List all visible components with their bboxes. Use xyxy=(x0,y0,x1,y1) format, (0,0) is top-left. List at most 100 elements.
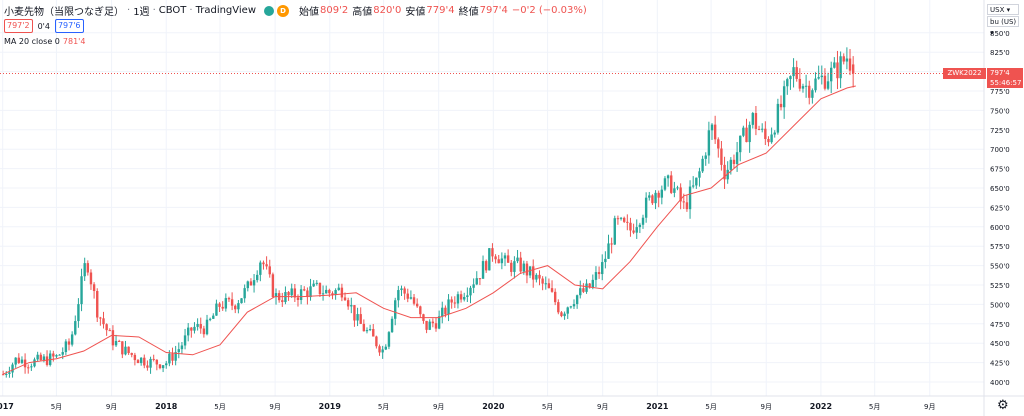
candle-body xyxy=(256,274,259,281)
close-label: 終値 xyxy=(458,7,479,18)
exchange-label: CBOT xyxy=(158,5,187,16)
candle-body xyxy=(713,124,717,140)
candle-body xyxy=(158,364,162,369)
candle-body xyxy=(626,221,629,223)
candle-body xyxy=(767,138,770,143)
gear-icon[interactable]: ⚙ xyxy=(997,398,1009,413)
candle-body xyxy=(378,346,381,353)
candle-body xyxy=(384,346,388,350)
candle-body xyxy=(591,279,595,288)
candle-body xyxy=(419,306,422,315)
candle-body xyxy=(368,329,372,331)
candle-body xyxy=(644,197,648,218)
candle-body xyxy=(525,263,529,276)
candle-body xyxy=(133,354,137,361)
indicator-legend[interactable]: MA 20 close 0 781'4 xyxy=(4,37,85,46)
candle-body xyxy=(466,295,469,297)
time-tick-label: 9月 xyxy=(597,403,608,411)
candle-body xyxy=(249,281,253,286)
candle-body xyxy=(553,291,557,303)
candle-body xyxy=(459,294,463,300)
candle-body xyxy=(585,283,588,292)
candle-body xyxy=(510,262,513,272)
time-tick-label: 2022 xyxy=(810,402,832,411)
candle-body xyxy=(582,288,585,292)
candle-body xyxy=(472,284,475,288)
bid-button[interactable]: 797'2 xyxy=(4,19,33,33)
candle-body xyxy=(456,294,460,304)
candle-body xyxy=(648,195,651,198)
candle-body xyxy=(190,327,193,331)
quote-row: 797'2 0'4 797'6 xyxy=(4,19,84,33)
candle-body xyxy=(801,86,805,89)
candle-body xyxy=(259,262,262,275)
candle-body xyxy=(409,297,413,299)
candle-body xyxy=(89,272,93,285)
source-label: TradingView xyxy=(195,5,257,16)
candle-body xyxy=(387,332,391,347)
candle-body xyxy=(171,353,174,361)
delayed-data-icon[interactable]: D xyxy=(277,4,290,17)
candle-body xyxy=(375,336,378,347)
price-tick-label: 750'0 xyxy=(990,107,1010,115)
candle-body xyxy=(406,293,409,299)
candle-body xyxy=(447,299,450,315)
time-tick-label: 9月 xyxy=(269,403,280,411)
candle-body xyxy=(117,340,121,342)
high-label: 高値 xyxy=(352,7,373,18)
candle-body xyxy=(152,358,155,360)
candle-body xyxy=(820,75,823,78)
price-tick-label: 775'0 xyxy=(990,88,1010,96)
candle-body xyxy=(745,127,748,143)
high-value: 820'0 xyxy=(373,5,402,16)
ask-button[interactable]: 797'6 xyxy=(54,19,84,33)
candle-body xyxy=(729,159,733,170)
candle-body xyxy=(121,341,124,355)
candle-body xyxy=(544,283,547,285)
candle-body xyxy=(666,175,670,179)
candle-body xyxy=(208,318,212,320)
candle-body xyxy=(613,218,616,245)
candle-body xyxy=(36,354,39,360)
candle-body xyxy=(619,217,623,219)
candle-body xyxy=(290,288,293,296)
candle-body xyxy=(651,195,654,204)
symbol-title[interactable]: 小麦先物（当限つなぎ足） xyxy=(4,7,124,18)
candle-body xyxy=(23,359,27,368)
currency-select[interactable]: USX ▾ xyxy=(987,4,1019,15)
candle-body xyxy=(306,290,309,298)
candle-body xyxy=(252,280,256,286)
candle-body xyxy=(798,78,802,89)
last-price-value: 797'4 xyxy=(990,69,1010,77)
candle-body xyxy=(770,134,773,143)
candle-body xyxy=(139,357,143,364)
candle-body xyxy=(108,330,111,332)
time-tick-label: 9月 xyxy=(760,403,771,411)
candle-body xyxy=(441,307,444,317)
candle-body xyxy=(143,357,146,366)
candle-body xyxy=(726,169,729,180)
candle-body xyxy=(450,299,453,303)
candle-body xyxy=(563,313,566,317)
candle-body xyxy=(597,272,601,275)
candle-body xyxy=(516,257,519,262)
candle-body xyxy=(463,296,466,300)
candle-body xyxy=(688,186,692,210)
candle-body xyxy=(641,217,645,225)
candle-body xyxy=(372,329,375,337)
price-tick-label: 450'0 xyxy=(990,340,1010,348)
interval-label[interactable]: 1週 xyxy=(133,7,150,18)
candle-body xyxy=(365,330,369,332)
candle-body xyxy=(488,248,491,271)
time-tick-label: 9月 xyxy=(433,403,444,411)
candle-body xyxy=(309,286,312,298)
time-tick-label: 2017 xyxy=(0,402,14,411)
candle-body xyxy=(340,287,344,298)
candle-body xyxy=(299,289,303,301)
time-tick-label: 5月 xyxy=(869,403,880,411)
candle-body xyxy=(547,283,551,289)
unit-select[interactable]: bu (US) ▾ xyxy=(987,16,1019,37)
candle-body xyxy=(96,291,99,318)
candle-body xyxy=(186,327,190,336)
